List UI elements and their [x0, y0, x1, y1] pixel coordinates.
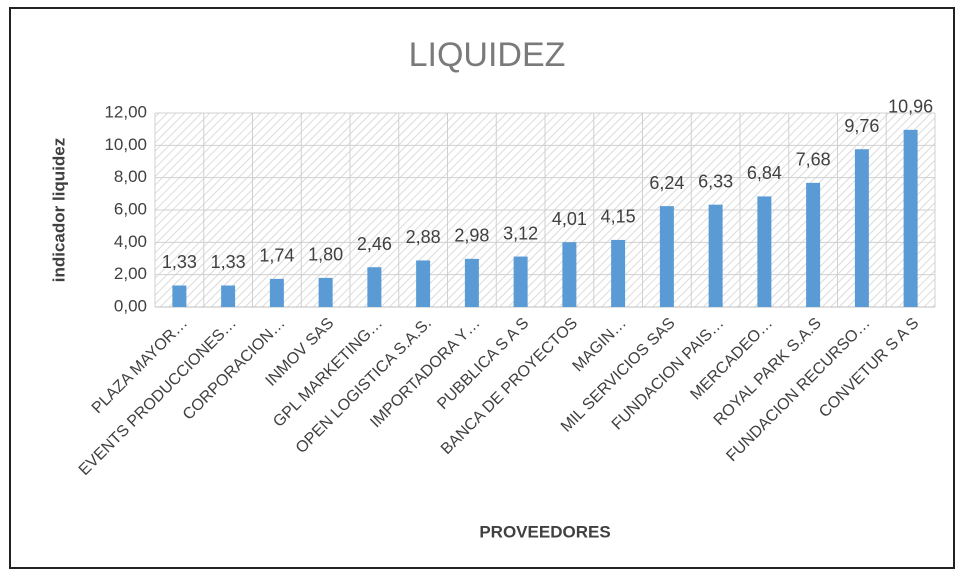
value-label: 1,33: [211, 252, 246, 272]
bar: [513, 256, 528, 307]
value-label: 6,33: [698, 171, 733, 191]
y-tick-label: 0,00: [114, 296, 147, 315]
bar: [659, 206, 674, 307]
value-label: 10,96: [888, 97, 933, 117]
y-tick-label: 12,00: [104, 102, 147, 121]
bar: [172, 285, 187, 307]
chart-title: LIQUIDEZ: [409, 36, 566, 74]
value-label: 4,01: [552, 209, 587, 229]
value-label: 1,74: [259, 246, 294, 266]
bar: [367, 267, 382, 307]
bar: [611, 239, 626, 307]
y-tick-label: 10,00: [104, 135, 147, 154]
bar: [562, 242, 577, 307]
value-label: 2,46: [357, 234, 392, 254]
value-label: 7,68: [796, 150, 831, 170]
value-label: 2,88: [406, 227, 441, 247]
y-tick-label: 2,00: [114, 264, 147, 283]
y-tick-label: 6,00: [114, 199, 147, 218]
bar: [708, 204, 723, 307]
bar: [416, 260, 431, 307]
bar: [221, 285, 236, 307]
bar: [464, 258, 479, 307]
bar: [806, 182, 821, 307]
value-label: 1,33: [162, 252, 197, 272]
bar: [757, 196, 772, 307]
bar: [269, 278, 284, 307]
value-label: 2,98: [454, 226, 489, 246]
value-label: 4,15: [601, 207, 636, 227]
x-axis-label: PROVEEDORES: [479, 522, 610, 541]
y-tick-label: 4,00: [114, 232, 147, 251]
value-label: 9,76: [844, 116, 879, 136]
value-label: 6,84: [747, 163, 782, 183]
value-label: 3,12: [503, 223, 538, 243]
bar: [318, 277, 333, 307]
y-tick-label: 8,00: [114, 167, 147, 186]
value-label: 1,80: [308, 245, 343, 265]
bar: [854, 149, 869, 307]
bar: [903, 129, 918, 307]
y-axis-label: indicador liquidez: [49, 138, 68, 283]
value-label: 6,24: [649, 173, 684, 193]
